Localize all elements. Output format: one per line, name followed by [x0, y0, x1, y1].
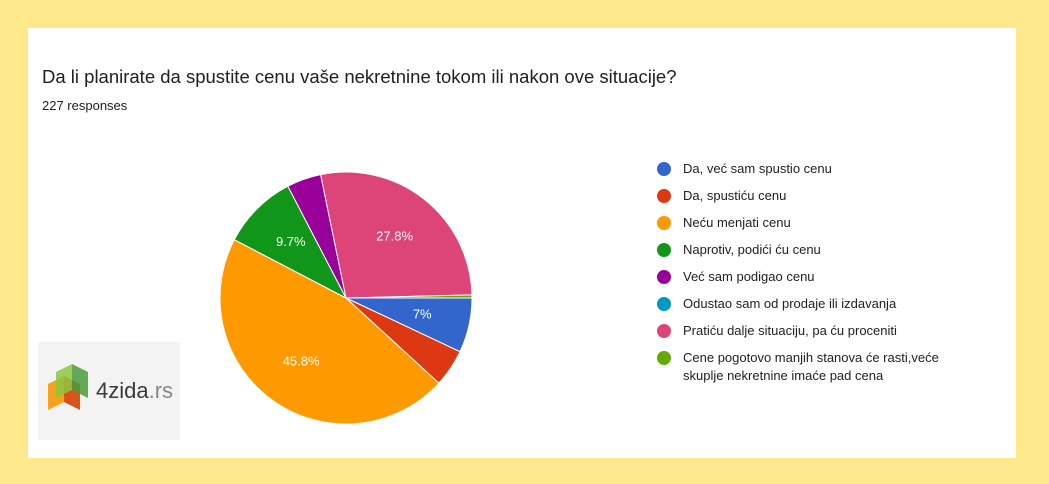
pie-chart: 7% 45.8% 9.7% 27.8%	[219, 171, 473, 425]
legend-label: Odustao sam od prodaje ili izdavanja	[683, 296, 897, 311]
logo-suffix: .rs	[148, 378, 174, 403]
card: Da li planirate da spustite cenu vaše ne…	[28, 28, 1016, 458]
legend-label: Da, već sam spustio cenu	[683, 161, 832, 176]
legend-swatch	[657, 297, 671, 311]
pie-slice	[219, 239, 440, 425]
legend-item: Neću menjati cenu	[653, 214, 973, 232]
legend-item: Već sam podigao cenu	[653, 268, 973, 286]
logo-text: 4zida.rs	[96, 378, 173, 404]
legend-swatch	[657, 162, 671, 176]
legend: Da, već sam spustio cenu Da, spustiću cen…	[653, 160, 973, 394]
legend-label: Neću menjati cenu	[683, 215, 791, 230]
data-label: 45.8%	[283, 353, 320, 368]
legend-label: Da, spustiću cenu	[683, 188, 787, 203]
legend-swatch	[657, 270, 671, 284]
legend-label: Već sam podigao cenu	[683, 269, 815, 284]
data-label: 27.8%	[376, 228, 413, 243]
legend-label: Pratiću dalje situaciju, pa ću proceniti	[683, 323, 897, 338]
legend-label: Naprotiv, podići ću cenu	[683, 242, 821, 257]
pie-slice	[233, 185, 348, 300]
legend-item: Cene pogotovo manjih stanova će rasti,ve…	[653, 349, 973, 385]
logo-name: 4zida	[96, 378, 149, 403]
pie-slice	[320, 171, 473, 299]
subtitle: 227 responses	[42, 98, 128, 113]
legend-item: Odustao sam od prodaje ili izdavanja	[653, 295, 973, 313]
legend-swatch	[657, 351, 671, 365]
legend-label: Cene pogotovo manjih stanova će rasti,ve…	[683, 350, 939, 383]
chart-title: Da li planirate da spustite cenu vaše ne…	[42, 66, 677, 87]
legend-swatch	[657, 189, 671, 203]
legend-swatch	[657, 243, 671, 257]
legend-item: Da, već sam spustio cenu	[653, 160, 973, 178]
data-label: 9.7%	[276, 234, 306, 249]
legend-swatch	[657, 324, 671, 338]
pie-slice	[345, 294, 473, 299]
logo: 4zida.rs	[38, 342, 180, 440]
legend-item: Pratiću dalje situaciju, pa ću proceniti	[653, 322, 973, 340]
logo-icon	[48, 364, 88, 410]
legend-item: Naprotiv, podići ću cenu	[653, 241, 973, 259]
legend-swatch	[657, 216, 671, 230]
legend-item: Da, spustiću cenu	[653, 187, 973, 205]
data-label: 7%	[413, 306, 432, 321]
